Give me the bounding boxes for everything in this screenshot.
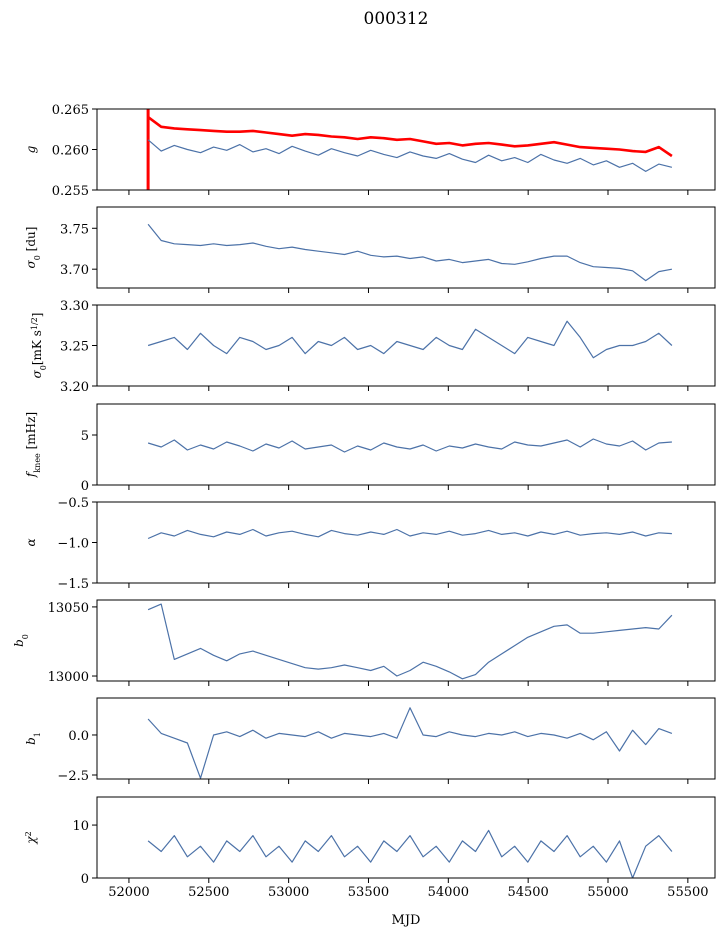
- y-axis-label-part: [du]: [24, 227, 38, 256]
- y-axis-label-part: knee: [33, 453, 42, 473]
- y-axis-label-part: 0: [39, 365, 48, 370]
- y-tick-label: 0: [81, 479, 89, 494]
- y-axis-label-part: f: [24, 470, 38, 478]
- series-line-g-blue: [147, 139, 673, 172]
- axes-frame: [96, 501, 716, 584]
- y-axis-label-part: 0: [33, 255, 42, 260]
- y-tick-label: 3.75: [60, 222, 89, 237]
- subplot-b0: 13000 13050 b0: [12, 599, 716, 686]
- y-tick-label: 0: [81, 872, 89, 887]
- y-tick-label: 0.265: [52, 103, 89, 118]
- series-line-alpha: [147, 528, 672, 540]
- series-line-b1: [147, 707, 673, 779]
- series-group-sigma0-mK: [147, 320, 673, 359]
- axes-frame: [96, 599, 716, 682]
- x-tick-label: 52500: [188, 885, 229, 900]
- subplot-alpha: −1.5 −1.0 −0.5 α: [24, 496, 716, 592]
- y-tick-label: −1.0: [57, 537, 89, 552]
- x-tick-label: 54000: [428, 885, 469, 900]
- series-group-chi2: [147, 829, 673, 878]
- series-line-g-red: [147, 116, 673, 158]
- y-tick-label: 13050: [48, 601, 89, 616]
- figure-title: 000312: [364, 9, 429, 29]
- x-tick-label: 55500: [667, 885, 708, 900]
- y-tick-label: 3.25: [60, 340, 89, 355]
- y-axis-label-part: 1/2: [30, 317, 39, 330]
- y-axis-label: σ0 [du]: [24, 227, 42, 269]
- subplot-sigma0-mK: 3.20 3.25 3.30 σ0[mK s1/2]: [30, 299, 716, 395]
- y-axis-label-part: σ: [24, 259, 38, 268]
- x-tick-label: 53000: [268, 885, 309, 900]
- y-tick-label: 10: [72, 819, 89, 834]
- y-axis-label: α: [24, 538, 38, 546]
- y-tick-label: −2.5: [57, 769, 89, 784]
- y-axis-label: σ0[mK s1/2]: [30, 313, 48, 379]
- x-tick-label: 52000: [108, 885, 149, 900]
- x-tick-label: 55000: [587, 885, 628, 900]
- subplot-g: 0.255 0.260 0.265 g: [24, 103, 716, 199]
- x-tick-label: 53500: [348, 885, 389, 900]
- y-axis-label-part: 2: [24, 831, 33, 836]
- y-axis-label-part: χ: [24, 836, 38, 845]
- subplot-sigma0-du: 3.70 3.75 σ0 [du]: [24, 206, 716, 293]
- y-axis-label: fknee [mHz]: [24, 412, 42, 478]
- x-tick-label: 54500: [507, 885, 548, 900]
- series-line-fknee: [147, 438, 672, 453]
- y-tick-label: 0.0: [68, 729, 89, 744]
- series-group-fknee: [147, 438, 672, 453]
- axes-frame: [96, 403, 716, 486]
- subplot-fknee: 0 5 fknee [mHz]: [24, 403, 716, 494]
- axes-frame: [96, 697, 716, 780]
- y-axis-label: χ2: [24, 831, 39, 844]
- x-axis-label: MJD: [392, 913, 421, 928]
- y-axis-label-part: g: [24, 145, 38, 153]
- y-tick-label: 3.20: [60, 380, 89, 395]
- y-tick-label: 3.30: [60, 299, 89, 314]
- y-axis-label-part: b: [24, 737, 38, 745]
- y-tick-label: 3.70: [60, 263, 89, 278]
- series-group-alpha: [147, 528, 672, 540]
- y-axis-label-part: ]: [30, 313, 44, 318]
- subplot-chi2: 0 10 52000 52500 53000 53500 54000 54500 55000 55…: [24, 796, 716, 900]
- series-group-b0: [147, 603, 673, 680]
- series-group-sigma0-du: [147, 223, 673, 282]
- y-tick-label: −1.5: [57, 577, 89, 592]
- series-line-b0: [147, 603, 673, 680]
- series-line-sigma0-mK: [147, 320, 673, 359]
- axes-frame: [96, 206, 716, 289]
- y-tick-label: 0.255: [52, 184, 89, 199]
- y-axis-label-part: [mK s: [30, 330, 44, 365]
- y-axis-label: b1: [24, 732, 42, 745]
- subplot-b1: −2.5 0.0 b1: [24, 697, 716, 784]
- y-axis-label-part: 1: [33, 732, 42, 737]
- y-axis-label-part: [mHz]: [24, 412, 38, 453]
- series-group-b1: [147, 707, 673, 779]
- series-group-g: [146, 109, 673, 190]
- y-axis-label-part: σ: [30, 369, 44, 378]
- y-axis-label: g: [24, 145, 38, 153]
- y-tick-label: 13000: [48, 670, 89, 685]
- axes-frame: [96, 796, 716, 879]
- series-line-sigma0-du: [147, 223, 673, 282]
- y-axis-label-part: 0: [21, 634, 30, 639]
- series-line-chi2: [147, 829, 673, 878]
- y-tick-label: 5: [81, 429, 89, 444]
- y-axis-label-part: b: [12, 639, 26, 647]
- y-tick-label: 0.260: [52, 144, 89, 159]
- y-tick-label: −0.5: [57, 496, 89, 511]
- y-axis-label: b0: [12, 634, 30, 647]
- y-axis-label-part: α: [24, 538, 38, 546]
